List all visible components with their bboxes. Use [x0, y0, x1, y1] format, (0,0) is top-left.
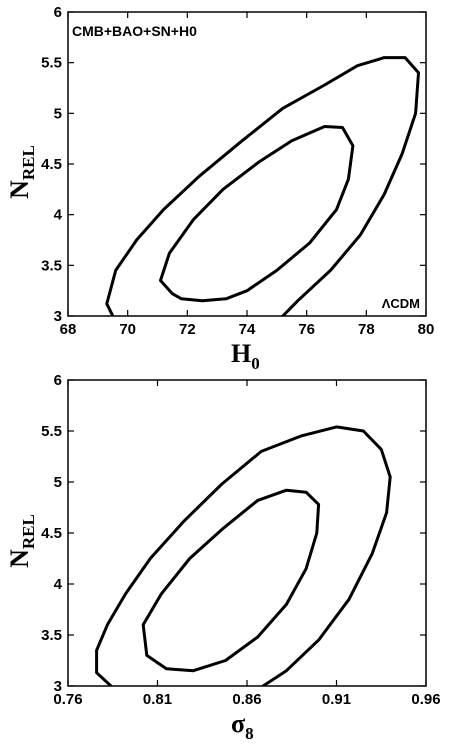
contour-outer — [95, 425, 392, 686]
y-tick-label: 4.5 — [41, 156, 62, 173]
x-ticks: 0.76 0.81 0.86 0.91 0.96 — [53, 380, 441, 708]
x-axis-label-sub: 8 — [245, 724, 254, 743]
y-axis-label: NREL — [5, 514, 38, 568]
dataset-annotation: CMB+BAO+SN+H0 — [72, 23, 197, 39]
y-tick-label: 3 — [54, 678, 62, 695]
y-tick-label: 3 — [54, 308, 62, 325]
y-tick-label: 5.5 — [41, 55, 62, 72]
x-tick-label: 72 — [179, 321, 196, 338]
contour-inner — [141, 488, 321, 673]
x-ticks: 68 70 72 74 76 78 80 — [60, 12, 435, 338]
contour-inner — [159, 125, 355, 303]
x-tick-label: 0.86 — [232, 691, 261, 708]
x-tick-label: 74 — [239, 321, 256, 338]
y-tick-label: 3.5 — [41, 257, 62, 274]
y-axis-label-sub: REL — [19, 145, 38, 180]
plot-frame — [67, 11, 427, 317]
contours — [105, 56, 420, 316]
annotations: CMB+BAO+SN+H0 ΛCDM — [72, 23, 420, 311]
x-axis-label-sub: 0 — [251, 354, 260, 373]
x-tick-label: 68 — [60, 321, 77, 338]
y-axis-label: NREL — [5, 145, 38, 199]
y-tick-label: 6 — [54, 372, 62, 389]
x-axis-label-main: H — [231, 339, 251, 368]
contour-outer — [105, 56, 420, 316]
x-tick-label: 78 — [358, 321, 375, 338]
x-tick-label: 0.81 — [143, 691, 172, 708]
y-axis-label-sub: REL — [19, 514, 38, 549]
x-axis-label-main: σ — [231, 709, 245, 738]
x-axis-label: σ8 — [231, 709, 254, 743]
y-tick-label: 5 — [54, 105, 62, 122]
y-tick-label: 4 — [54, 576, 63, 593]
panel-sigma8: 3 3.5 4 4.5 5 5.5 6 0.76 0.81 0.86 0.91 0.96 σ8 NR… — [5, 372, 441, 743]
y-ticks: 3 3.5 4 4.5 5 5.5 6 — [41, 372, 426, 695]
plot-frame — [67, 379, 427, 687]
x-axis-label: H0 — [231, 339, 260, 373]
y-tick-label: 5.5 — [41, 423, 62, 440]
y-tick-label: 5 — [54, 474, 62, 491]
contours — [95, 425, 392, 686]
x-tick-label: 0.76 — [53, 691, 82, 708]
y-tick-label: 4 — [54, 207, 63, 224]
model-annotation: ΛCDM — [382, 296, 420, 311]
y-tick-label: 6 — [54, 4, 62, 21]
panel-h0: 3 3.5 4 4.5 5 5.5 6 68 70 72 74 76 78 80 CMB+BAO+SN+… — [5, 4, 434, 373]
y-tick-label: 3.5 — [41, 627, 62, 644]
x-tick-label: 0.91 — [322, 691, 351, 708]
y-tick-label: 4.5 — [41, 525, 62, 542]
x-tick-label: 80 — [418, 321, 435, 338]
x-tick-label: 0.96 — [411, 691, 440, 708]
x-tick-label: 70 — [119, 321, 136, 338]
y-axis-label-main: N — [5, 180, 34, 199]
y-ticks: 3 3.5 4 4.5 5 5.5 6 — [41, 4, 426, 325]
y-axis-label-main: N — [5, 549, 34, 568]
x-tick-label: 76 — [298, 321, 315, 338]
